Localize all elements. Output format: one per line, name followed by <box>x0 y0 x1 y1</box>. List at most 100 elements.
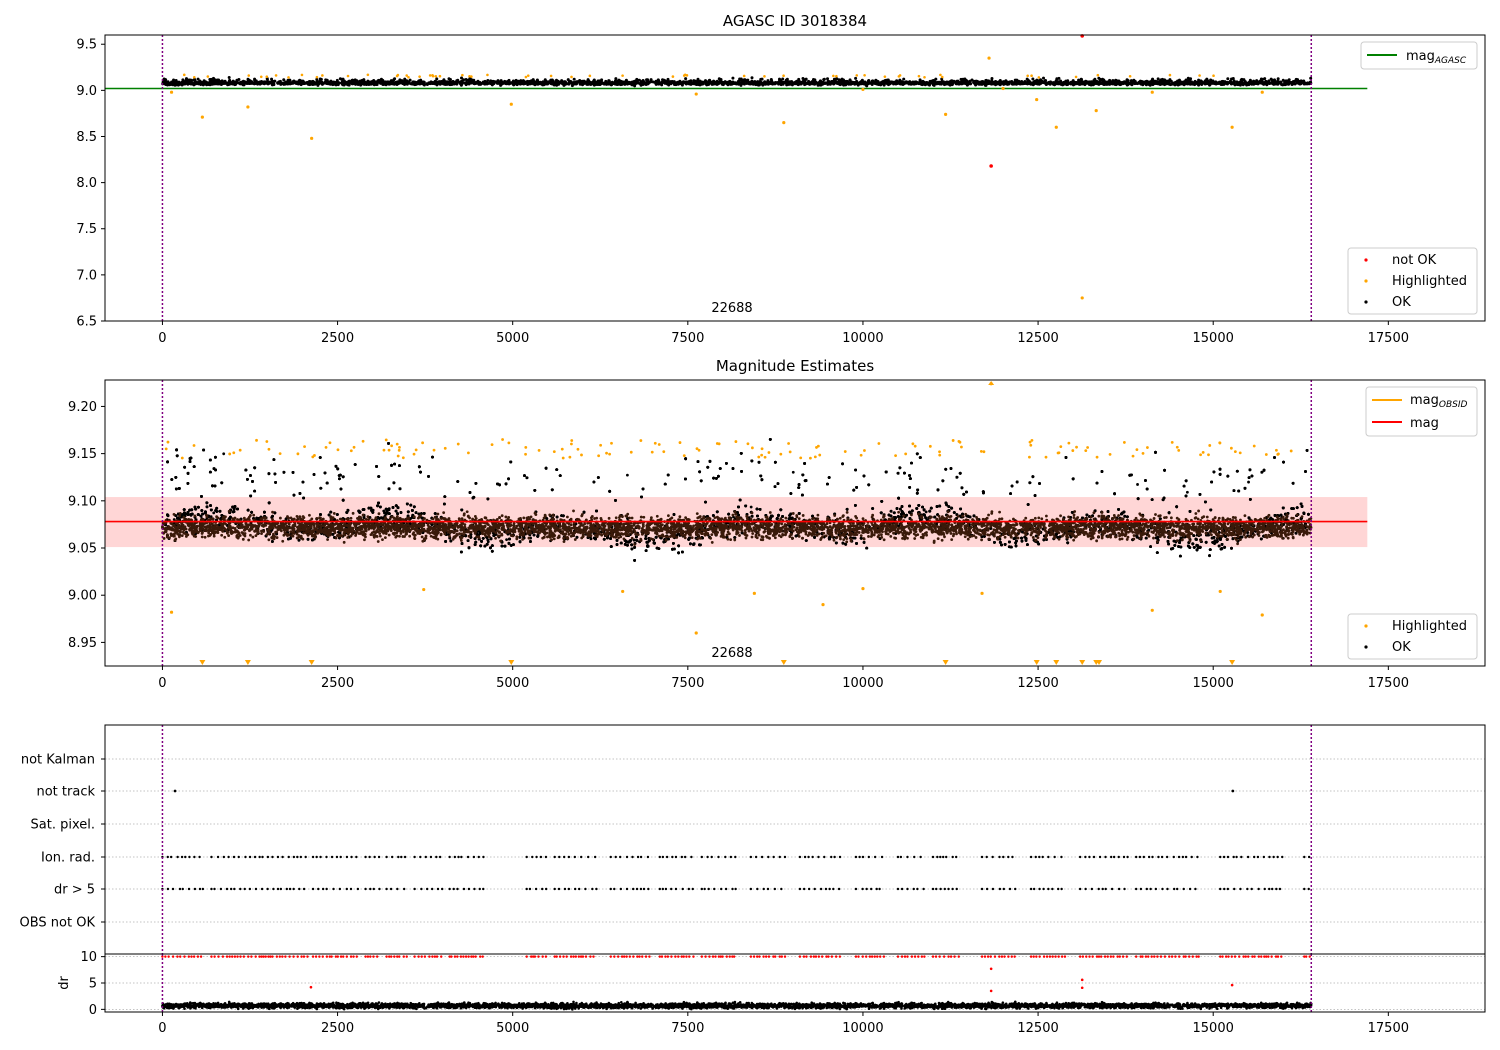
ok-point <box>408 78 412 82</box>
ok-point <box>519 79 523 83</box>
ok-point <box>822 78 826 82</box>
ok-point <box>194 80 198 84</box>
panel-magnitude-estimates: Magnitude Estimates 8.959.009.059.109.15… <box>68 357 1486 691</box>
ok-point <box>669 82 673 86</box>
ok-point <box>478 81 482 85</box>
ok-point <box>905 81 909 85</box>
ok-point <box>966 80 970 84</box>
ok-point <box>1232 80 1236 84</box>
ok-point <box>209 81 213 85</box>
ok-point <box>1062 81 1066 85</box>
ok-point <box>599 80 603 84</box>
ok-point <box>688 82 692 86</box>
ok-point <box>990 77 994 81</box>
x-tick-label: 17500 <box>1368 331 1409 346</box>
highlighted-point <box>694 92 698 96</box>
highlighted-point <box>509 102 513 106</box>
ok-point <box>174 80 178 84</box>
highlighted-point <box>396 73 400 77</box>
ok-point <box>780 80 784 84</box>
ok-point <box>1083 79 1087 83</box>
ok-point <box>745 80 749 84</box>
highlighted-point <box>169 90 174 94</box>
ok-point <box>504 82 508 86</box>
ok-point <box>514 78 518 82</box>
ok-point <box>1239 80 1243 84</box>
ok-point <box>890 80 894 84</box>
ok-point <box>1156 77 1160 81</box>
highlighted-point <box>763 75 766 78</box>
panel1-legend-top: magAGASC <box>1360 41 1478 70</box>
highlighted-point <box>861 87 865 92</box>
highlighted-point <box>782 121 786 125</box>
ok-point <box>562 80 566 84</box>
ok-point <box>932 83 936 87</box>
ok-point <box>1216 81 1220 85</box>
y-tick-label: 9.5 <box>76 38 97 53</box>
ok-point <box>1199 80 1203 84</box>
ok-point <box>866 82 870 86</box>
ok-point <box>882 83 886 87</box>
ok-point <box>808 82 812 86</box>
ok-point <box>238 81 242 85</box>
ok-point <box>329 79 333 83</box>
ok-point <box>952 79 956 83</box>
ok-point <box>641 80 645 84</box>
ok-point <box>1076 81 1080 85</box>
ok-point <box>672 80 676 84</box>
highlighted-point <box>434 74 438 78</box>
x-tick-label: 7500 <box>671 331 704 346</box>
ok-point <box>1226 77 1230 81</box>
ok-point <box>271 80 275 84</box>
ok-point <box>271 82 275 86</box>
highlighted-point <box>742 74 746 78</box>
ok-point <box>1220 81 1224 85</box>
ok-point <box>934 77 938 81</box>
ok-point <box>1133 79 1137 83</box>
ok-point <box>253 77 257 81</box>
highlighted-point <box>1074 75 1078 79</box>
ok-point <box>251 81 255 85</box>
ok-point <box>1031 77 1035 81</box>
ok-point <box>227 75 231 79</box>
ok-point <box>493 80 497 84</box>
highlighted-point <box>468 74 471 78</box>
ok-point <box>819 83 823 87</box>
highlighted-point <box>1096 73 1100 77</box>
ok-point <box>551 80 555 84</box>
ok-point <box>373 82 377 86</box>
ok-point <box>960 79 964 83</box>
ok-point <box>215 78 219 82</box>
ok-point <box>335 80 339 84</box>
legend-notok-swatch <box>1364 258 1368 262</box>
ok-point <box>268 81 272 85</box>
ok-point <box>791 470 795 474</box>
ok-point <box>1189 80 1193 84</box>
ok-point <box>1136 483 1139 486</box>
ok-point <box>1111 82 1115 86</box>
highlighted-point <box>200 115 204 119</box>
ok-point <box>434 80 438 84</box>
ok-point <box>625 473 629 477</box>
ok-point <box>1276 80 1280 84</box>
ok-point <box>595 80 599 84</box>
panel1-marks <box>105 34 1368 321</box>
ok-point <box>1206 79 1210 83</box>
highlighted-point <box>917 74 921 78</box>
ok-point <box>666 82 670 86</box>
ok-point <box>486 82 490 86</box>
ok-point <box>684 77 688 81</box>
ok-point <box>467 78 471 82</box>
ok-point <box>646 78 650 82</box>
ok-point <box>996 80 1000 84</box>
ok-point <box>849 82 853 86</box>
ok-point <box>362 79 366 83</box>
ok-point <box>624 78 628 82</box>
ok-point <box>501 81 505 85</box>
ok-point <box>320 82 324 86</box>
highlighted-point <box>321 74 324 77</box>
ok-point <box>803 78 807 82</box>
ok-point <box>918 79 922 83</box>
ok-point <box>1073 80 1077 84</box>
highlighted-point <box>418 75 421 78</box>
